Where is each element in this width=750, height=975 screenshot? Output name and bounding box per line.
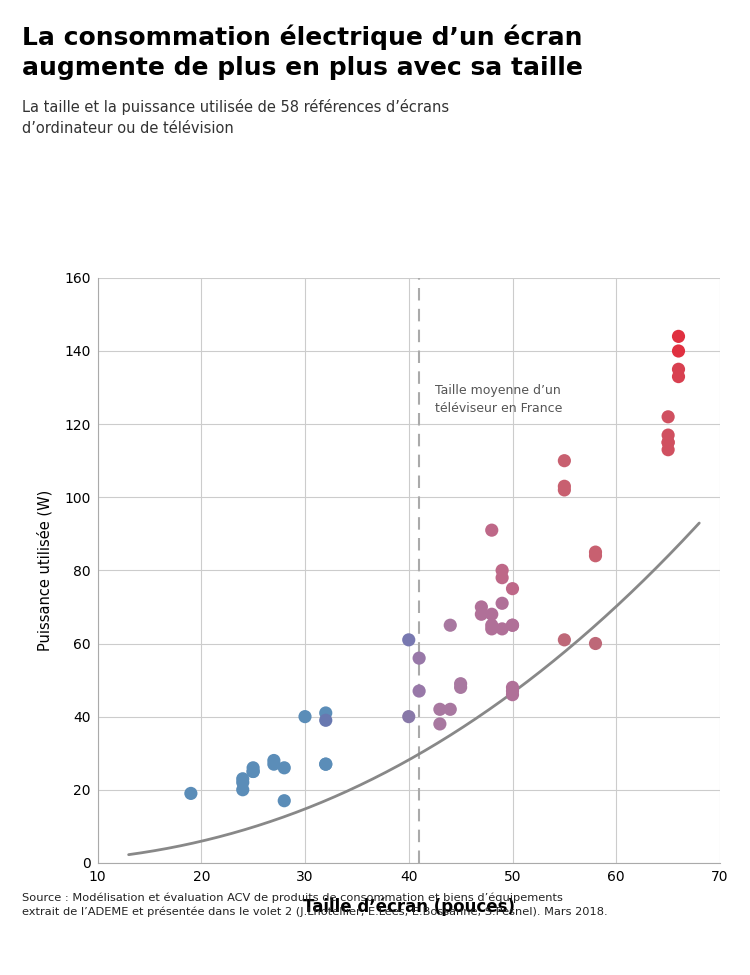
Y-axis label: Puissance utilisée (W): Puissance utilisée (W) [38,489,53,651]
Point [247,760,259,776]
Point [673,343,685,359]
Point [506,686,518,702]
Point [506,680,518,695]
Point [268,753,280,768]
Point [403,709,415,724]
Point [506,617,518,633]
Point [454,676,466,691]
X-axis label: Taille d’écran (pouces): Taille d’écran (pouces) [303,898,514,916]
Point [673,329,685,344]
Point [558,632,570,647]
Point [278,760,290,776]
Point [486,606,498,622]
Point [662,410,674,425]
Point [486,523,498,538]
Point [444,617,456,633]
Point [496,563,508,578]
Point [662,427,674,443]
Point [278,793,290,808]
Text: La consommation électrique d’un écran: La consommation électrique d’un écran [22,24,583,50]
Point [403,632,415,647]
Text: Source : Modélisation et évaluation ACV de produits de consommation et biens d’é: Source : Modélisation et évaluation ACV … [22,892,608,916]
Point [320,757,332,772]
Point [320,705,332,721]
Point [413,683,425,699]
Point [496,621,508,637]
Point [486,617,498,633]
Text: La taille et la puissance utilisée de 58 références d’écrans
d’ordinateur ou de : La taille et la puissance utilisée de 58… [22,99,450,136]
Point [486,621,498,637]
Point [237,782,249,798]
Point [506,683,518,699]
Point [299,709,311,724]
Point [662,442,674,457]
Point [237,771,249,787]
Point [590,544,602,560]
Point [444,702,456,718]
Point [558,452,570,469]
Point [320,713,332,728]
Point [433,702,445,718]
Point [590,548,602,564]
Point [237,774,249,790]
Point [184,786,196,801]
Point [496,569,508,585]
Text: Taille moyenne d’un
téléviseur en France: Taille moyenne d’un téléviseur en France [435,384,562,415]
Point [454,680,466,695]
Point [413,650,425,666]
Point [476,599,488,615]
Point [496,596,508,611]
Point [673,369,685,384]
Point [247,763,259,779]
Point [558,483,570,497]
Point [506,581,518,597]
Point [433,716,445,731]
Point [247,763,259,779]
Text: augmente de plus en plus avec sa taille: augmente de plus en plus avec sa taille [22,56,584,80]
Point [476,606,488,622]
Point [558,479,570,494]
Point [506,617,518,633]
Point [662,435,674,450]
Point [673,362,685,377]
Point [268,757,280,772]
Point [320,757,332,772]
Point [662,435,674,450]
Point [590,636,602,651]
